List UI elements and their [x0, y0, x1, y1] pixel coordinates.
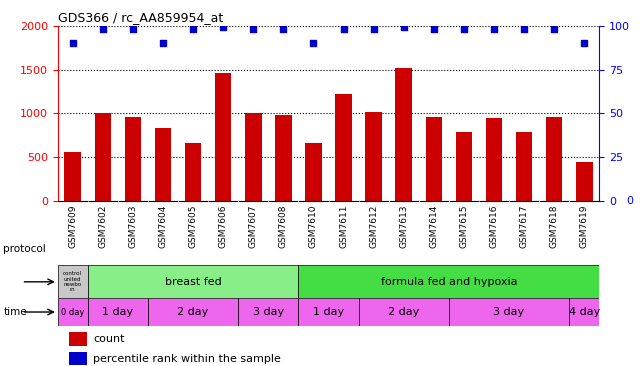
Bar: [299, 298, 358, 326]
Bar: [58, 298, 88, 326]
Text: 1 day: 1 day: [313, 307, 344, 317]
Text: 1 day: 1 day: [103, 307, 133, 317]
Bar: [486, 118, 503, 201]
Bar: [299, 265, 599, 298]
Bar: [456, 132, 472, 201]
Point: [67, 40, 78, 46]
Text: count: count: [93, 334, 124, 344]
Text: 2 day: 2 day: [178, 307, 209, 317]
Bar: [215, 73, 231, 201]
Text: breast fed: breast fed: [165, 277, 222, 287]
Text: 3 day: 3 day: [253, 307, 284, 317]
Bar: [516, 132, 533, 201]
Text: GSM7617: GSM7617: [520, 205, 529, 248]
Bar: [426, 117, 442, 201]
Point: [278, 26, 288, 32]
Text: GSM7605: GSM7605: [188, 205, 197, 248]
Bar: [546, 117, 562, 201]
Bar: [65, 152, 81, 201]
Text: control
united
newbo
rn: control united newbo rn: [63, 271, 82, 292]
Bar: [69, 352, 87, 365]
Bar: [88, 265, 299, 298]
Text: GSM7610: GSM7610: [309, 205, 318, 248]
Text: GSM7616: GSM7616: [490, 205, 499, 248]
Text: GSM7606: GSM7606: [219, 205, 228, 248]
Point: [338, 26, 349, 32]
Point: [429, 26, 439, 32]
Bar: [449, 298, 569, 326]
Text: 4 day: 4 day: [569, 307, 600, 317]
Point: [218, 25, 228, 30]
Text: GSM7618: GSM7618: [550, 205, 559, 248]
Bar: [275, 115, 292, 201]
Text: 3 day: 3 day: [494, 307, 524, 317]
Text: GSM7613: GSM7613: [399, 205, 408, 248]
Bar: [88, 298, 148, 326]
Text: GSM7614: GSM7614: [429, 205, 438, 248]
Bar: [358, 298, 449, 326]
Bar: [305, 143, 322, 201]
Text: GSM7619: GSM7619: [580, 205, 589, 248]
Text: GSM7604: GSM7604: [158, 205, 167, 248]
Point: [97, 26, 108, 32]
Bar: [395, 68, 412, 201]
Bar: [58, 265, 88, 298]
Point: [128, 26, 138, 32]
Point: [399, 25, 409, 30]
Text: 0: 0: [626, 196, 633, 206]
Point: [549, 26, 560, 32]
Bar: [148, 298, 238, 326]
Point: [459, 26, 469, 32]
Point: [369, 26, 379, 32]
Text: GSM7615: GSM7615: [460, 205, 469, 248]
Point: [579, 40, 590, 46]
Bar: [245, 113, 262, 201]
Text: percentile rank within the sample: percentile rank within the sample: [93, 354, 281, 364]
Point: [519, 26, 529, 32]
Text: 2 day: 2 day: [388, 307, 419, 317]
Text: formula fed and hypoxia: formula fed and hypoxia: [381, 277, 517, 287]
Text: GSM7603: GSM7603: [128, 205, 137, 248]
Point: [158, 40, 168, 46]
Bar: [185, 143, 201, 201]
Bar: [154, 127, 171, 201]
Point: [489, 26, 499, 32]
Text: GSM7602: GSM7602: [98, 205, 107, 248]
Text: GSM7611: GSM7611: [339, 205, 348, 248]
Bar: [365, 112, 382, 201]
Bar: [95, 113, 111, 201]
Text: time: time: [3, 307, 27, 317]
Text: GDS366 / rc_AA859954_at: GDS366 / rc_AA859954_at: [58, 11, 223, 25]
Text: GSM7607: GSM7607: [249, 205, 258, 248]
Text: GSM7608: GSM7608: [279, 205, 288, 248]
Point: [308, 40, 319, 46]
Text: GSM7609: GSM7609: [68, 205, 77, 248]
Bar: [124, 117, 141, 201]
Bar: [569, 298, 599, 326]
Point: [188, 26, 198, 32]
Bar: [335, 94, 352, 201]
Point: [248, 26, 258, 32]
Text: 0 day: 0 day: [61, 307, 85, 317]
Text: protocol: protocol: [3, 244, 46, 254]
Bar: [238, 298, 299, 326]
Bar: [576, 162, 592, 201]
Bar: [69, 332, 87, 346]
Text: GSM7612: GSM7612: [369, 205, 378, 248]
